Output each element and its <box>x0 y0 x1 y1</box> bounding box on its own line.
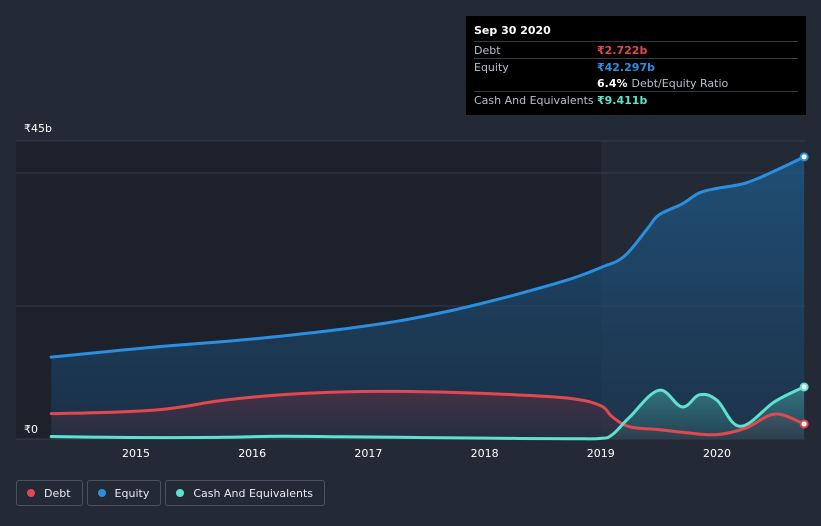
series-endpoints <box>799 152 809 429</box>
equity-area <box>51 156 805 439</box>
cash-line <box>49 385 806 441</box>
x-tick-label-2016: 2016 <box>238 447 266 460</box>
tooltip-debt-label: Debt <box>474 43 501 57</box>
equity-line <box>49 155 806 359</box>
series-lines <box>49 155 806 441</box>
tooltip-cash-row: Cash And Equivalents ₹9.411b <box>474 91 798 108</box>
tooltip-equity-label: Equity <box>474 60 509 74</box>
legend-item-equity[interactable]: Equity <box>86 480 162 506</box>
tooltip-equity-value: ₹42.297b <box>597 60 655 74</box>
x-tick-label-2019: 2019 <box>587 447 615 460</box>
x-tick-label-2015: 2015 <box>122 447 150 460</box>
tooltip-ratio-label: Debt/Equity Ratio <box>631 76 729 90</box>
legend-label-equity: Equity <box>114 486 150 500</box>
debt-area <box>51 391 805 439</box>
tooltip-ratio-row: 6.4% Debt/Equity Ratio <box>474 75 798 91</box>
x-tick-label-2018: 2018 <box>471 447 499 460</box>
tooltip-cash-label: Cash And Equivalents <box>474 93 594 107</box>
y-tick-label-1: ₹45b <box>24 122 52 135</box>
debt-endpoint[interactable] <box>799 419 809 429</box>
legend-item-cash[interactable]: Cash And Equivalents <box>165 480 325 506</box>
equity-dot-icon <box>97 489 106 497</box>
x-tick-label-2020: 2020 <box>703 447 731 460</box>
x-tick-label-2017: 2017 <box>354 447 382 460</box>
tooltip-date: Sep 30 2020 <box>474 24 551 37</box>
legend: Debt Equity Cash And Equivalents <box>16 480 325 506</box>
y-axis-labels: ₹0 ₹45b <box>24 122 52 436</box>
x-axis-labels: 2015 2016 2017 2018 2019 2020 <box>122 447 731 460</box>
y-tick-label-0: ₹0 <box>24 423 38 436</box>
tooltip-ratio-value: 6.4% <box>597 76 628 90</box>
legend-label-cash: Cash And Equivalents <box>193 486 313 500</box>
tooltip-debt-value: ₹2.722b <box>597 43 648 57</box>
cash-dot-icon <box>176 489 185 497</box>
tooltip-cash-value: ₹9.411b <box>597 93 648 107</box>
legend-label-debt: Debt <box>44 486 71 500</box>
tooltip: Sep 30 2020 Debt ₹2.722b Equity ₹42.297b… <box>466 16 806 115</box>
debt-dot-icon <box>27 489 35 497</box>
tooltip-equity-row: Equity ₹42.297b <box>474 58 798 75</box>
equity-endpoint[interactable] <box>799 152 809 162</box>
legend-item-debt[interactable]: Debt <box>16 480 83 506</box>
tooltip-debt-row: Debt ₹2.722b <box>474 41 798 58</box>
debt-line <box>49 389 806 437</box>
cash-endpoint[interactable] <box>799 382 809 392</box>
